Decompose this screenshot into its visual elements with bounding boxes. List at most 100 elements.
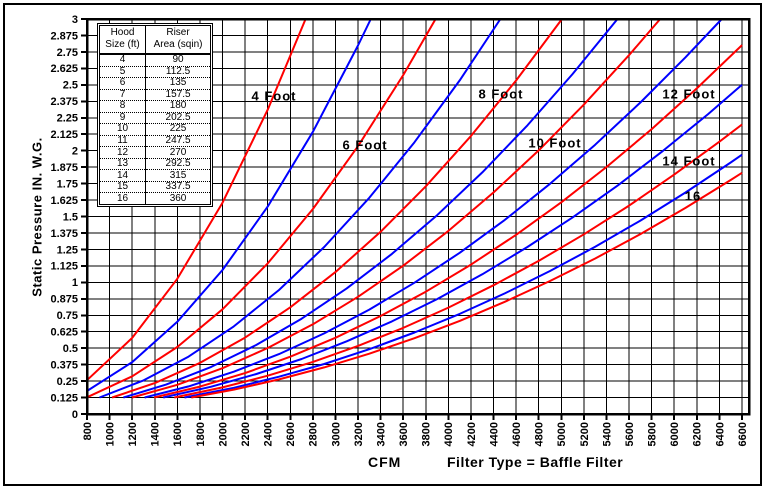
svg-text:2.25: 2.25 <box>57 113 78 125</box>
table-cell: 135 <box>145 77 210 90</box>
curve-9-foot <box>123 18 619 399</box>
svg-text:2600: 2600 <box>285 422 297 446</box>
table-header-hood-line1: Hood <box>110 27 135 38</box>
table-cell: 12 <box>100 146 147 159</box>
curve-label-12-foot: 12 Foot <box>662 87 715 102</box>
curve-10-foot <box>131 18 661 399</box>
svg-text:2.875: 2.875 <box>50 30 78 42</box>
table-cell: 4 <box>100 54 147 67</box>
curve-11-foot <box>144 18 723 399</box>
curve-label-10-foot: 10 Foot <box>528 136 581 151</box>
table-cell: 90 <box>172 54 184 66</box>
curve-label-14-foot: 14 Foot <box>662 154 715 169</box>
svg-text:0.375: 0.375 <box>50 359 78 371</box>
table-cell: 292.5 <box>145 157 210 170</box>
table-row: 7 157.5 <box>100 88 210 101</box>
svg-text:2: 2 <box>72 146 78 158</box>
curve-14-foot <box>174 123 743 399</box>
svg-text:0.125: 0.125 <box>50 392 78 404</box>
table-cell: 16 <box>100 192 147 204</box>
curve-label-16: 16 <box>685 189 701 204</box>
table-cell: 15 <box>100 180 147 193</box>
curve-label-8-foot: 8 Foot <box>479 87 524 102</box>
table-cell: 7 <box>100 88 147 101</box>
svg-text:1: 1 <box>72 277 78 289</box>
table-header-riser: Riser Area (sqin) <box>145 26 210 55</box>
table-cell: 337.5 <box>145 180 210 193</box>
table-row: 4 90 <box>100 54 210 67</box>
table-row: 12 270 <box>100 146 210 159</box>
svg-text:1000: 1000 <box>104 422 116 446</box>
table-row: 15 337.5 <box>100 180 210 193</box>
svg-text:3: 3 <box>72 14 78 26</box>
svg-text:2.125: 2.125 <box>50 129 78 141</box>
table-cell: 5 <box>100 65 147 78</box>
svg-text:2400: 2400 <box>263 422 275 446</box>
table-cell: 157.5 <box>145 88 210 101</box>
svg-text:1800: 1800 <box>195 422 207 446</box>
curve-6-foot <box>86 18 437 399</box>
curve-labels: 4 Foot 6 Foot 8 Foot 10 Foot 12 Foot 14 Foot 1… <box>252 87 715 204</box>
svg-text:3800: 3800 <box>421 422 433 446</box>
svg-text:0.25: 0.25 <box>57 376 78 388</box>
table-header-hood: Hood Size (ft) <box>100 26 147 55</box>
table-row: 16 360 <box>100 192 210 204</box>
table-header-hood-line2: Size (ft) <box>105 39 140 50</box>
y-axis-title: Static Pressure IN. W.G. <box>29 137 45 297</box>
svg-text:2.375: 2.375 <box>50 96 78 108</box>
table-cell: 225 <box>145 123 210 136</box>
table-cell: 360 <box>145 192 210 204</box>
svg-text:0.625: 0.625 <box>50 327 78 339</box>
svg-text:1.5: 1.5 <box>63 211 78 223</box>
svg-text:5200: 5200 <box>579 422 591 446</box>
table-row: 8 180 <box>100 100 210 113</box>
svg-text:6600: 6600 <box>737 422 749 446</box>
svg-text:3400: 3400 <box>375 422 387 446</box>
svg-text:4000: 4000 <box>443 422 455 446</box>
curve-16-foot <box>191 171 743 399</box>
svg-text:6200: 6200 <box>692 422 704 446</box>
table-cell: 270 <box>145 146 210 159</box>
svg-text:0.5: 0.5 <box>63 343 78 355</box>
table-row: 13 292.5 <box>100 157 210 170</box>
table-cell: 11 <box>100 134 147 147</box>
svg-text:1.25: 1.25 <box>57 244 78 256</box>
table-row: 5 112.5 <box>100 65 210 78</box>
table-header-riser-line2: Area (sqin) <box>153 39 203 50</box>
plot-grid <box>87 19 749 414</box>
y-tick-labels: 0 0.125 0.25 0.375 0.5 0.625 0.75 0.875 1 1.125 1.… <box>50 14 78 421</box>
table-cell: 180 <box>145 100 210 113</box>
svg-text:5600: 5600 <box>624 422 636 446</box>
table-cell: 13 <box>100 157 147 170</box>
data-series <box>86 18 743 399</box>
svg-text:1400: 1400 <box>150 422 162 446</box>
filter-type-label: Filter Type = Baffle Filter <box>447 454 624 470</box>
svg-text:1.75: 1.75 <box>57 178 78 190</box>
svg-text:6400: 6400 <box>714 422 726 446</box>
svg-text:0.875: 0.875 <box>50 294 78 306</box>
svg-text:0: 0 <box>72 409 78 421</box>
svg-text:2000: 2000 <box>217 422 229 446</box>
x-tick-labels: 800 1000 1200 1400 1600 1800 2000 2200 2400 2600 2… <box>82 422 749 446</box>
curve-13-foot <box>163 84 743 399</box>
svg-text:1.625: 1.625 <box>50 195 78 207</box>
table-row: 11 247.5 <box>100 134 210 147</box>
svg-text:5000: 5000 <box>556 422 568 446</box>
hood-riser-table: Hood Size (ft) Riser Area (sqin) 4 90 5 112… <box>97 23 213 207</box>
plot-border <box>85 17 751 416</box>
svg-text:3000: 3000 <box>330 422 342 446</box>
curve-8-foot <box>111 18 563 399</box>
svg-text:1200: 1200 <box>127 422 139 446</box>
svg-text:5400: 5400 <box>601 422 613 446</box>
svg-text:3600: 3600 <box>398 422 410 446</box>
svg-text:3200: 3200 <box>353 422 365 446</box>
svg-text:4400: 4400 <box>488 422 500 446</box>
table-cell: 247.5 <box>145 134 210 147</box>
svg-text:1.125: 1.125 <box>50 261 78 273</box>
curve-15-foot <box>184 153 743 399</box>
svg-text:1600: 1600 <box>172 422 184 446</box>
x-axis-title: CFM <box>368 454 402 470</box>
curve-7-foot <box>99 18 502 399</box>
